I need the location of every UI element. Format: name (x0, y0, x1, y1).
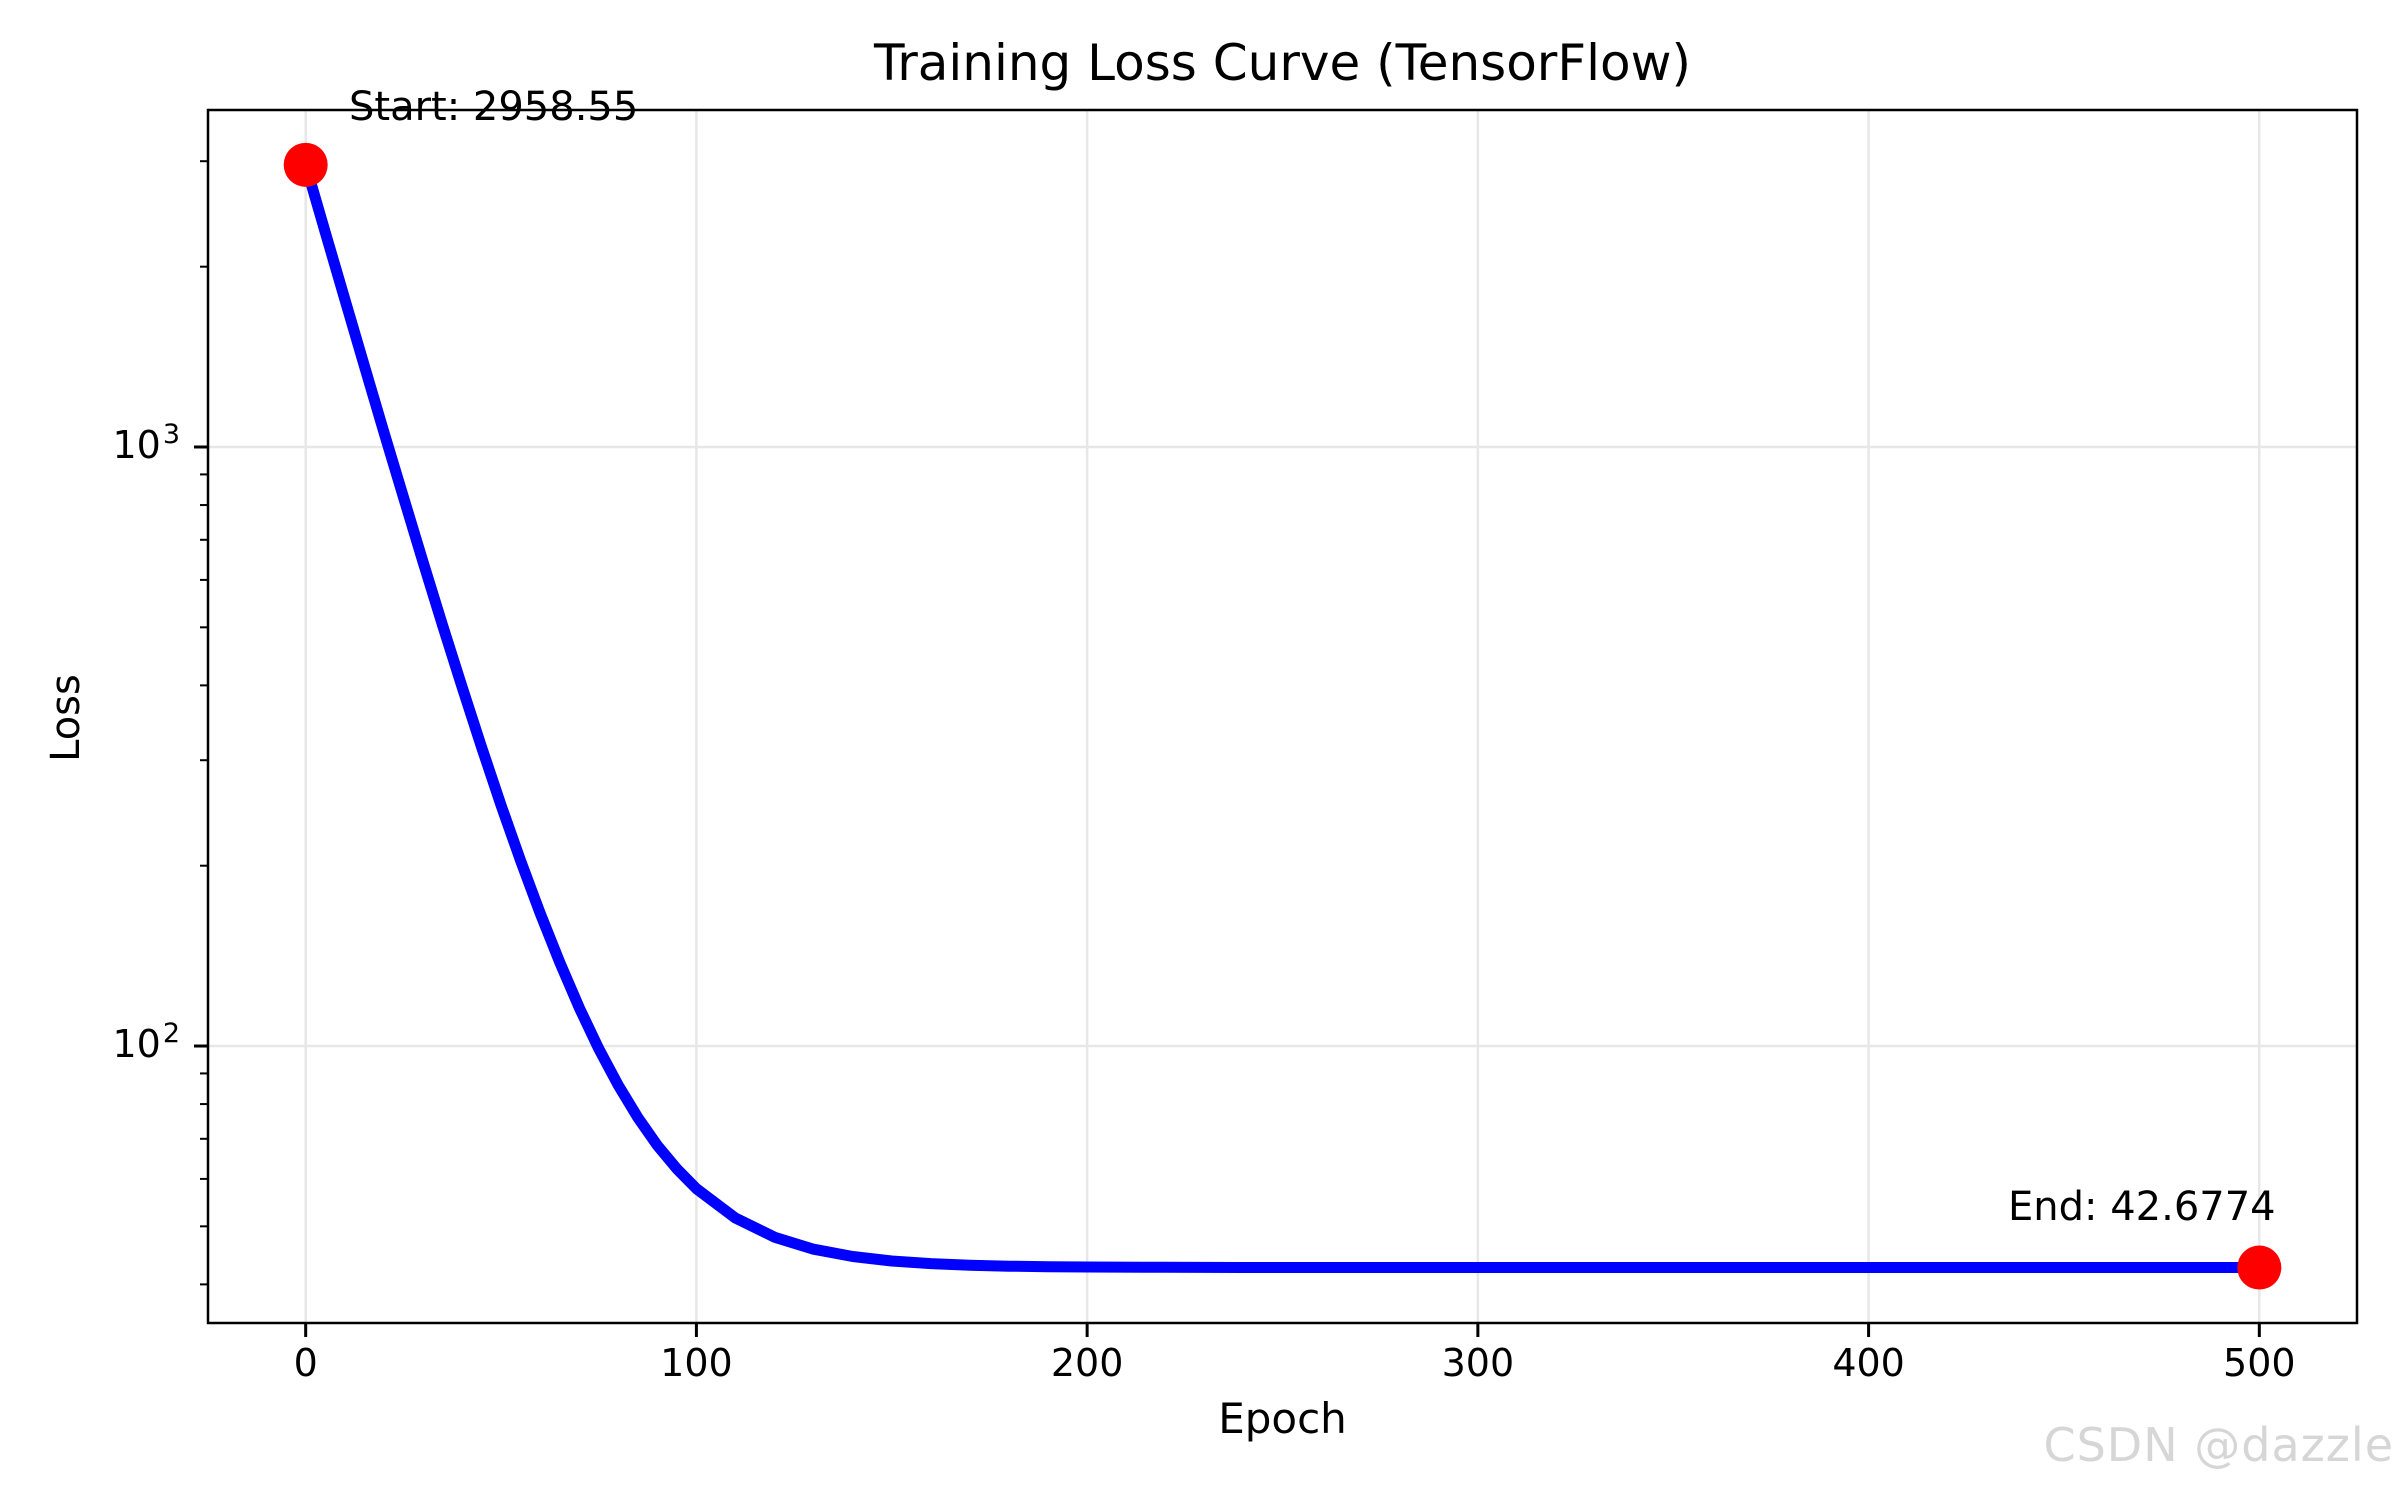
x-tick-label: 500 (2223, 1341, 2296, 1385)
x-tick-label: 100 (660, 1341, 733, 1385)
x-tick-label: 400 (1832, 1341, 1905, 1385)
y-tick-base: 10 (112, 423, 161, 467)
start-annotation: Start: 2958.55 (349, 84, 639, 130)
y-tick-label: 102 (112, 1020, 180, 1067)
axis-ticks (194, 160, 2261, 1337)
y-tick-label: 103 (112, 421, 180, 467)
x-tick-label: 300 (1441, 1341, 1515, 1385)
end-annotation: End: 42.6774 (2008, 1184, 2276, 1230)
start-marker (283, 142, 328, 187)
grid-lines (208, 110, 2357, 1323)
x-tick-label: 0 (293, 1341, 318, 1385)
axes-spines (206, 108, 2359, 1325)
y-tick-exponent: 3 (162, 419, 180, 450)
x-axis-label: Epoch (1218, 1394, 1347, 1443)
loss-curve (300, 159, 2265, 1273)
x-tick-label: 200 (1050, 1341, 1124, 1385)
chart-title: Training Loss Curve (TensorFlow) (874, 34, 1691, 92)
y-tick-base: 10 (112, 1022, 161, 1067)
watermark: CSDN @dazzle (2043, 1418, 2394, 1472)
y-axis-label-wrap: Loss (0, 618, 136, 818)
y-axis-label: Loss (43, 674, 89, 762)
end-marker (2237, 1245, 2282, 1290)
y-tick-exponent: 2 (162, 1018, 180, 1050)
